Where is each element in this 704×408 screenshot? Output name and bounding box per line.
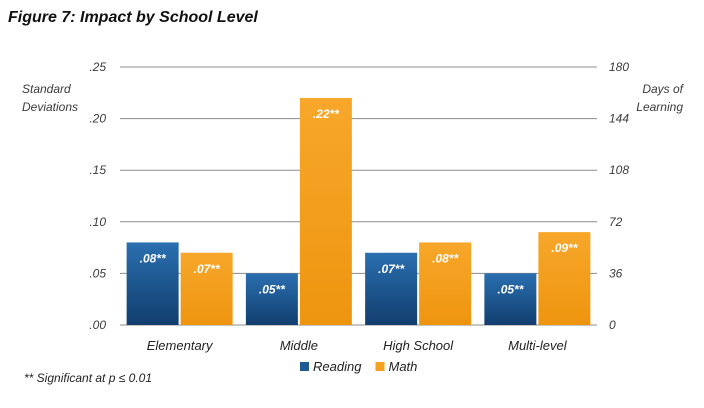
data-label: .08**: [140, 251, 167, 265]
y-tick-label: .15: [89, 163, 106, 177]
y-axis-label-line1: Standard: [22, 82, 71, 96]
legend-label-math: Math: [389, 359, 418, 374]
bar-reading-multi-level: [484, 273, 537, 325]
y2-tick-label: 0: [609, 318, 616, 332]
data-label: .05**: [259, 282, 286, 296]
category-label: Multi-level: [508, 338, 568, 353]
bar-math-middle: [299, 97, 352, 326]
bar-math-elementary: [180, 252, 233, 325]
y2-axis-label-line2: Learning: [636, 100, 683, 114]
bar-math-multi-level: [538, 232, 591, 325]
data-label: .22**: [313, 107, 340, 121]
y-tick-label: .10: [89, 215, 106, 229]
y2-axis-label-line1: Days of: [642, 82, 684, 96]
y-tick-label: .00: [89, 318, 106, 332]
legend-swatch-reading: [300, 362, 309, 371]
data-label: .08**: [432, 251, 459, 265]
category-label: Elementary: [147, 338, 214, 353]
y2-tick-label: 180: [609, 60, 629, 74]
y-axis-label-line2: Deviations: [22, 100, 78, 114]
y-tick-label: .25: [89, 60, 106, 74]
footnote: ** Significant at p ≤ 0.01: [24, 371, 152, 385]
bar-reading-middle: [245, 273, 298, 325]
bar-reading-elementary: [126, 242, 179, 325]
data-label: .07**: [194, 262, 221, 276]
data-label: .07**: [378, 262, 405, 276]
category-label: High School: [383, 338, 454, 353]
y2-tick-label: 108: [609, 163, 629, 177]
chart-title: Figure 7: Impact by School Level: [8, 9, 258, 26]
data-label: .05**: [497, 282, 524, 296]
legend-swatch-math: [375, 362, 385, 371]
legend-label-reading: Reading: [313, 359, 362, 374]
bar-math-high-school: [419, 242, 472, 325]
y-tick-label: .20: [89, 112, 106, 126]
bar-reading-high-school: [365, 252, 418, 325]
data-label: .09**: [551, 241, 578, 255]
y-tick-label: .05: [89, 266, 106, 280]
y2-tick-label: 36: [609, 266, 623, 280]
y2-tick-label: 72: [609, 215, 623, 229]
y2-tick-label: 144: [609, 112, 629, 126]
category-label: Middle: [280, 338, 318, 353]
